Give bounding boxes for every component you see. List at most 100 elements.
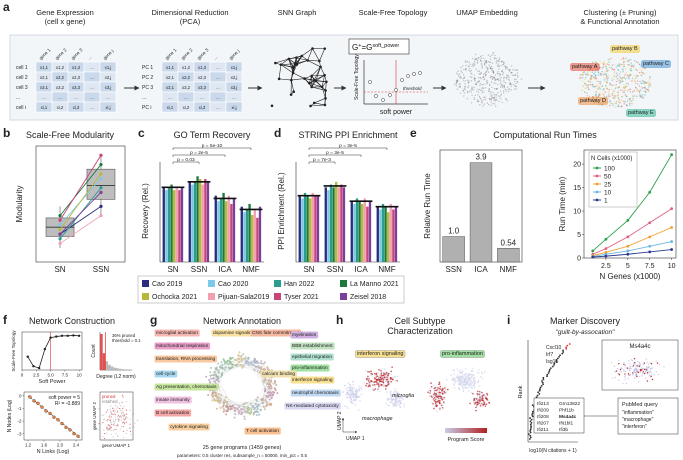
cell-point xyxy=(467,378,470,381)
cell-point xyxy=(377,372,380,374)
umap-point xyxy=(514,85,516,87)
umap-point xyxy=(487,54,490,56)
umap-point xyxy=(488,64,490,66)
cluster-point xyxy=(616,77,619,80)
umap-point xyxy=(514,73,516,76)
cluster-point xyxy=(630,67,632,70)
rank-point xyxy=(542,378,545,381)
umap-point xyxy=(467,85,470,87)
matrix-entry: ... xyxy=(74,95,78,100)
cell-point xyxy=(364,369,367,372)
cluster-point xyxy=(621,58,623,60)
graph-edge xyxy=(296,57,308,61)
umap-point xyxy=(471,65,473,68)
cell-point xyxy=(435,401,438,403)
cluster-point xyxy=(603,79,606,81)
umap-point xyxy=(500,65,502,67)
cell-point xyxy=(663,366,665,368)
network-node xyxy=(220,375,223,378)
matrix-entry: x1,2 xyxy=(56,65,65,70)
cell-point xyxy=(438,381,441,384)
umap-point xyxy=(465,64,467,67)
gene-point xyxy=(117,411,119,413)
cell-point xyxy=(486,392,488,395)
network-edge xyxy=(213,397,233,410)
network-node xyxy=(260,366,263,369)
cluster-point xyxy=(599,60,601,63)
cell-point xyxy=(434,389,436,392)
network-node xyxy=(229,405,232,408)
umap-point xyxy=(507,88,509,91)
cluster-point xyxy=(606,75,608,77)
umap-point xyxy=(477,80,479,83)
network-node xyxy=(216,369,219,371)
bar xyxy=(384,206,387,262)
row-label: PC 2 xyxy=(142,75,153,81)
cell-point xyxy=(633,371,635,373)
umap-point xyxy=(511,74,514,76)
umap-point xyxy=(494,78,497,80)
cell-point xyxy=(467,390,470,392)
umap-point xyxy=(500,90,502,92)
gene-point xyxy=(98,408,100,410)
axis-label: log10(N citations + 1) xyxy=(529,448,577,454)
matrix-entry: ... xyxy=(216,95,220,100)
network-node xyxy=(215,392,218,395)
cell-point xyxy=(467,372,469,375)
network-node xyxy=(254,365,257,367)
cell-point xyxy=(389,401,391,403)
gene-label: Isg15 xyxy=(546,359,558,365)
cell-point xyxy=(457,376,459,379)
cell-point xyxy=(475,406,477,409)
cluster-point xyxy=(591,61,594,64)
network-node xyxy=(215,407,218,410)
umap-point xyxy=(479,84,481,87)
graph-node xyxy=(291,66,295,70)
cluster-point xyxy=(620,99,623,101)
matrix-entry: x2,j xyxy=(231,75,238,80)
cell-point xyxy=(444,392,446,394)
cell-point xyxy=(383,372,385,374)
umap-point xyxy=(485,83,488,85)
bar xyxy=(170,184,173,262)
cluster-point xyxy=(644,72,646,75)
series-point xyxy=(591,249,595,253)
cluster-point xyxy=(606,81,608,84)
rank-point xyxy=(541,381,544,384)
gene-point xyxy=(116,425,118,427)
umap-point xyxy=(470,89,472,91)
matrix-entry: x1,j xyxy=(105,65,112,70)
umap-point xyxy=(506,67,508,69)
bar xyxy=(222,192,225,262)
rank-point xyxy=(530,418,533,421)
cell-point xyxy=(349,391,351,394)
umap-point xyxy=(507,78,510,80)
loglog-point xyxy=(28,395,32,399)
cell-point xyxy=(623,361,625,364)
cluster-point xyxy=(625,85,628,87)
panel-label: e xyxy=(410,126,417,140)
cell-point xyxy=(473,402,475,404)
cell-point xyxy=(614,371,617,373)
step-title: Gene Expression xyxy=(36,8,94,17)
cluster-point xyxy=(601,85,603,88)
cluster-point xyxy=(641,69,643,71)
cell-point xyxy=(393,398,396,401)
label-box xyxy=(260,370,297,378)
gene-point xyxy=(114,412,116,414)
cell-point xyxy=(482,404,485,406)
umap-point xyxy=(456,88,459,90)
cluster-point xyxy=(613,102,615,105)
network-node xyxy=(239,356,242,359)
umap-point xyxy=(496,78,499,81)
cell-point xyxy=(435,393,438,396)
cell-point xyxy=(462,375,464,378)
cluster-point xyxy=(599,72,602,75)
cluster-point xyxy=(649,85,652,87)
bar xyxy=(309,198,312,262)
legend-swatch xyxy=(340,280,347,287)
cell-point xyxy=(394,376,397,378)
cell-point xyxy=(444,398,446,400)
gene-label: Gm13822 xyxy=(559,401,580,407)
bar xyxy=(392,209,395,262)
